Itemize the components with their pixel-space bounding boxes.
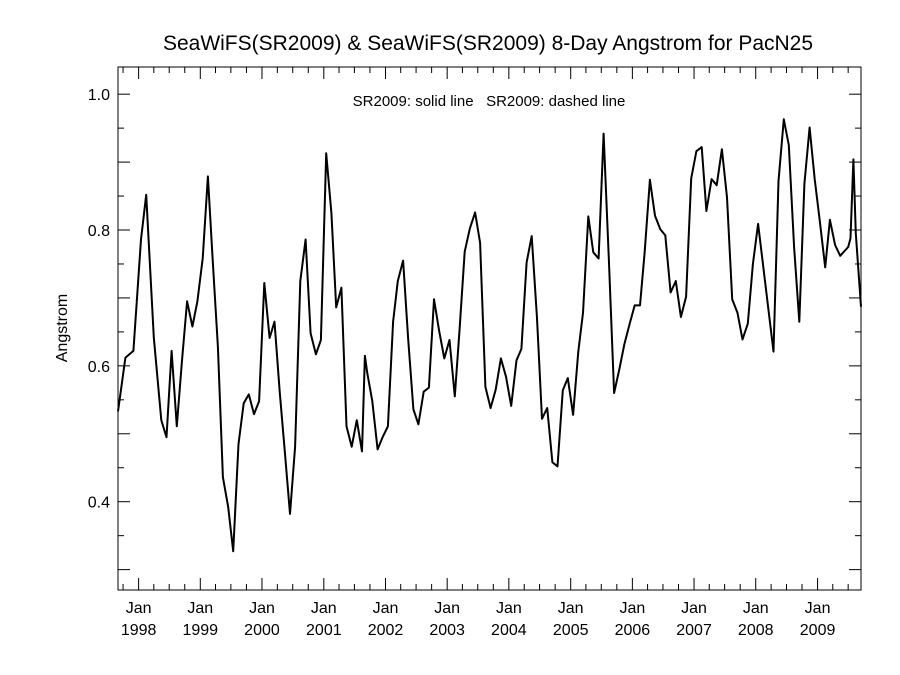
x-tick-label-year: 2008 [738, 622, 774, 639]
x-tick-label-year: 2003 [429, 622, 465, 639]
x-axis-ticks: Jan 1998 Jan 1999 Jan 2000 Jan 2001 Jan 2002 Jan 20… [121, 67, 849, 639]
x-tick-label-year: 2000 [244, 622, 280, 639]
plot-frame [117, 66, 862, 591]
x-tick-label-month: Jan [619, 600, 645, 617]
x-tick-label-month: Jan [743, 600, 769, 617]
x-tick-label-month: Jan [681, 600, 707, 617]
x-tick-label-year: 2002 [368, 622, 404, 639]
y-axis-label: Angstrom [54, 294, 71, 362]
x-tick-label-year: 2001 [306, 622, 342, 639]
x-tick-label-month: Jan [558, 600, 584, 617]
x-tick-label-year: 2007 [676, 622, 712, 639]
x-tick-label-year: 2009 [800, 622, 836, 639]
series-layer [117, 118, 862, 553]
y-tick-label: 1.0 [88, 87, 110, 104]
x-tick-label-year: 2004 [491, 622, 527, 639]
x-tick-label-month: Jan [805, 600, 831, 617]
x-tick-label-month: Jan [187, 600, 213, 617]
x-tick-label-month: Jan [496, 600, 522, 617]
x-tick-label-month: Jan [311, 600, 337, 617]
x-tick-label-month: Jan [126, 600, 152, 617]
y-axis-ticks: 0.4 0.6 0.8 1.0 [88, 87, 861, 571]
chart-title: SeaWiFS(SR2009) & SeaWiFS(SR2009) 8-Day … [163, 32, 813, 55]
x-tick-label-month: Jan [373, 600, 399, 617]
series-line [117, 118, 862, 553]
y-tick-label: 0.8 [88, 223, 110, 240]
y-tick-label: 0.4 [88, 495, 110, 512]
x-tick-label-year: 1998 [121, 622, 157, 639]
x-tick-label-month: Jan [434, 600, 460, 617]
x-tick-label-month: Jan [249, 600, 275, 617]
y-tick-label: 0.6 [88, 359, 110, 376]
x-tick-label-year: 1999 [182, 622, 218, 639]
x-tick-label-year: 2005 [553, 622, 589, 639]
series-annotation: SR2009: solid line SR2009: dashed line [353, 93, 626, 110]
x-tick-label-year: 2006 [615, 622, 651, 639]
